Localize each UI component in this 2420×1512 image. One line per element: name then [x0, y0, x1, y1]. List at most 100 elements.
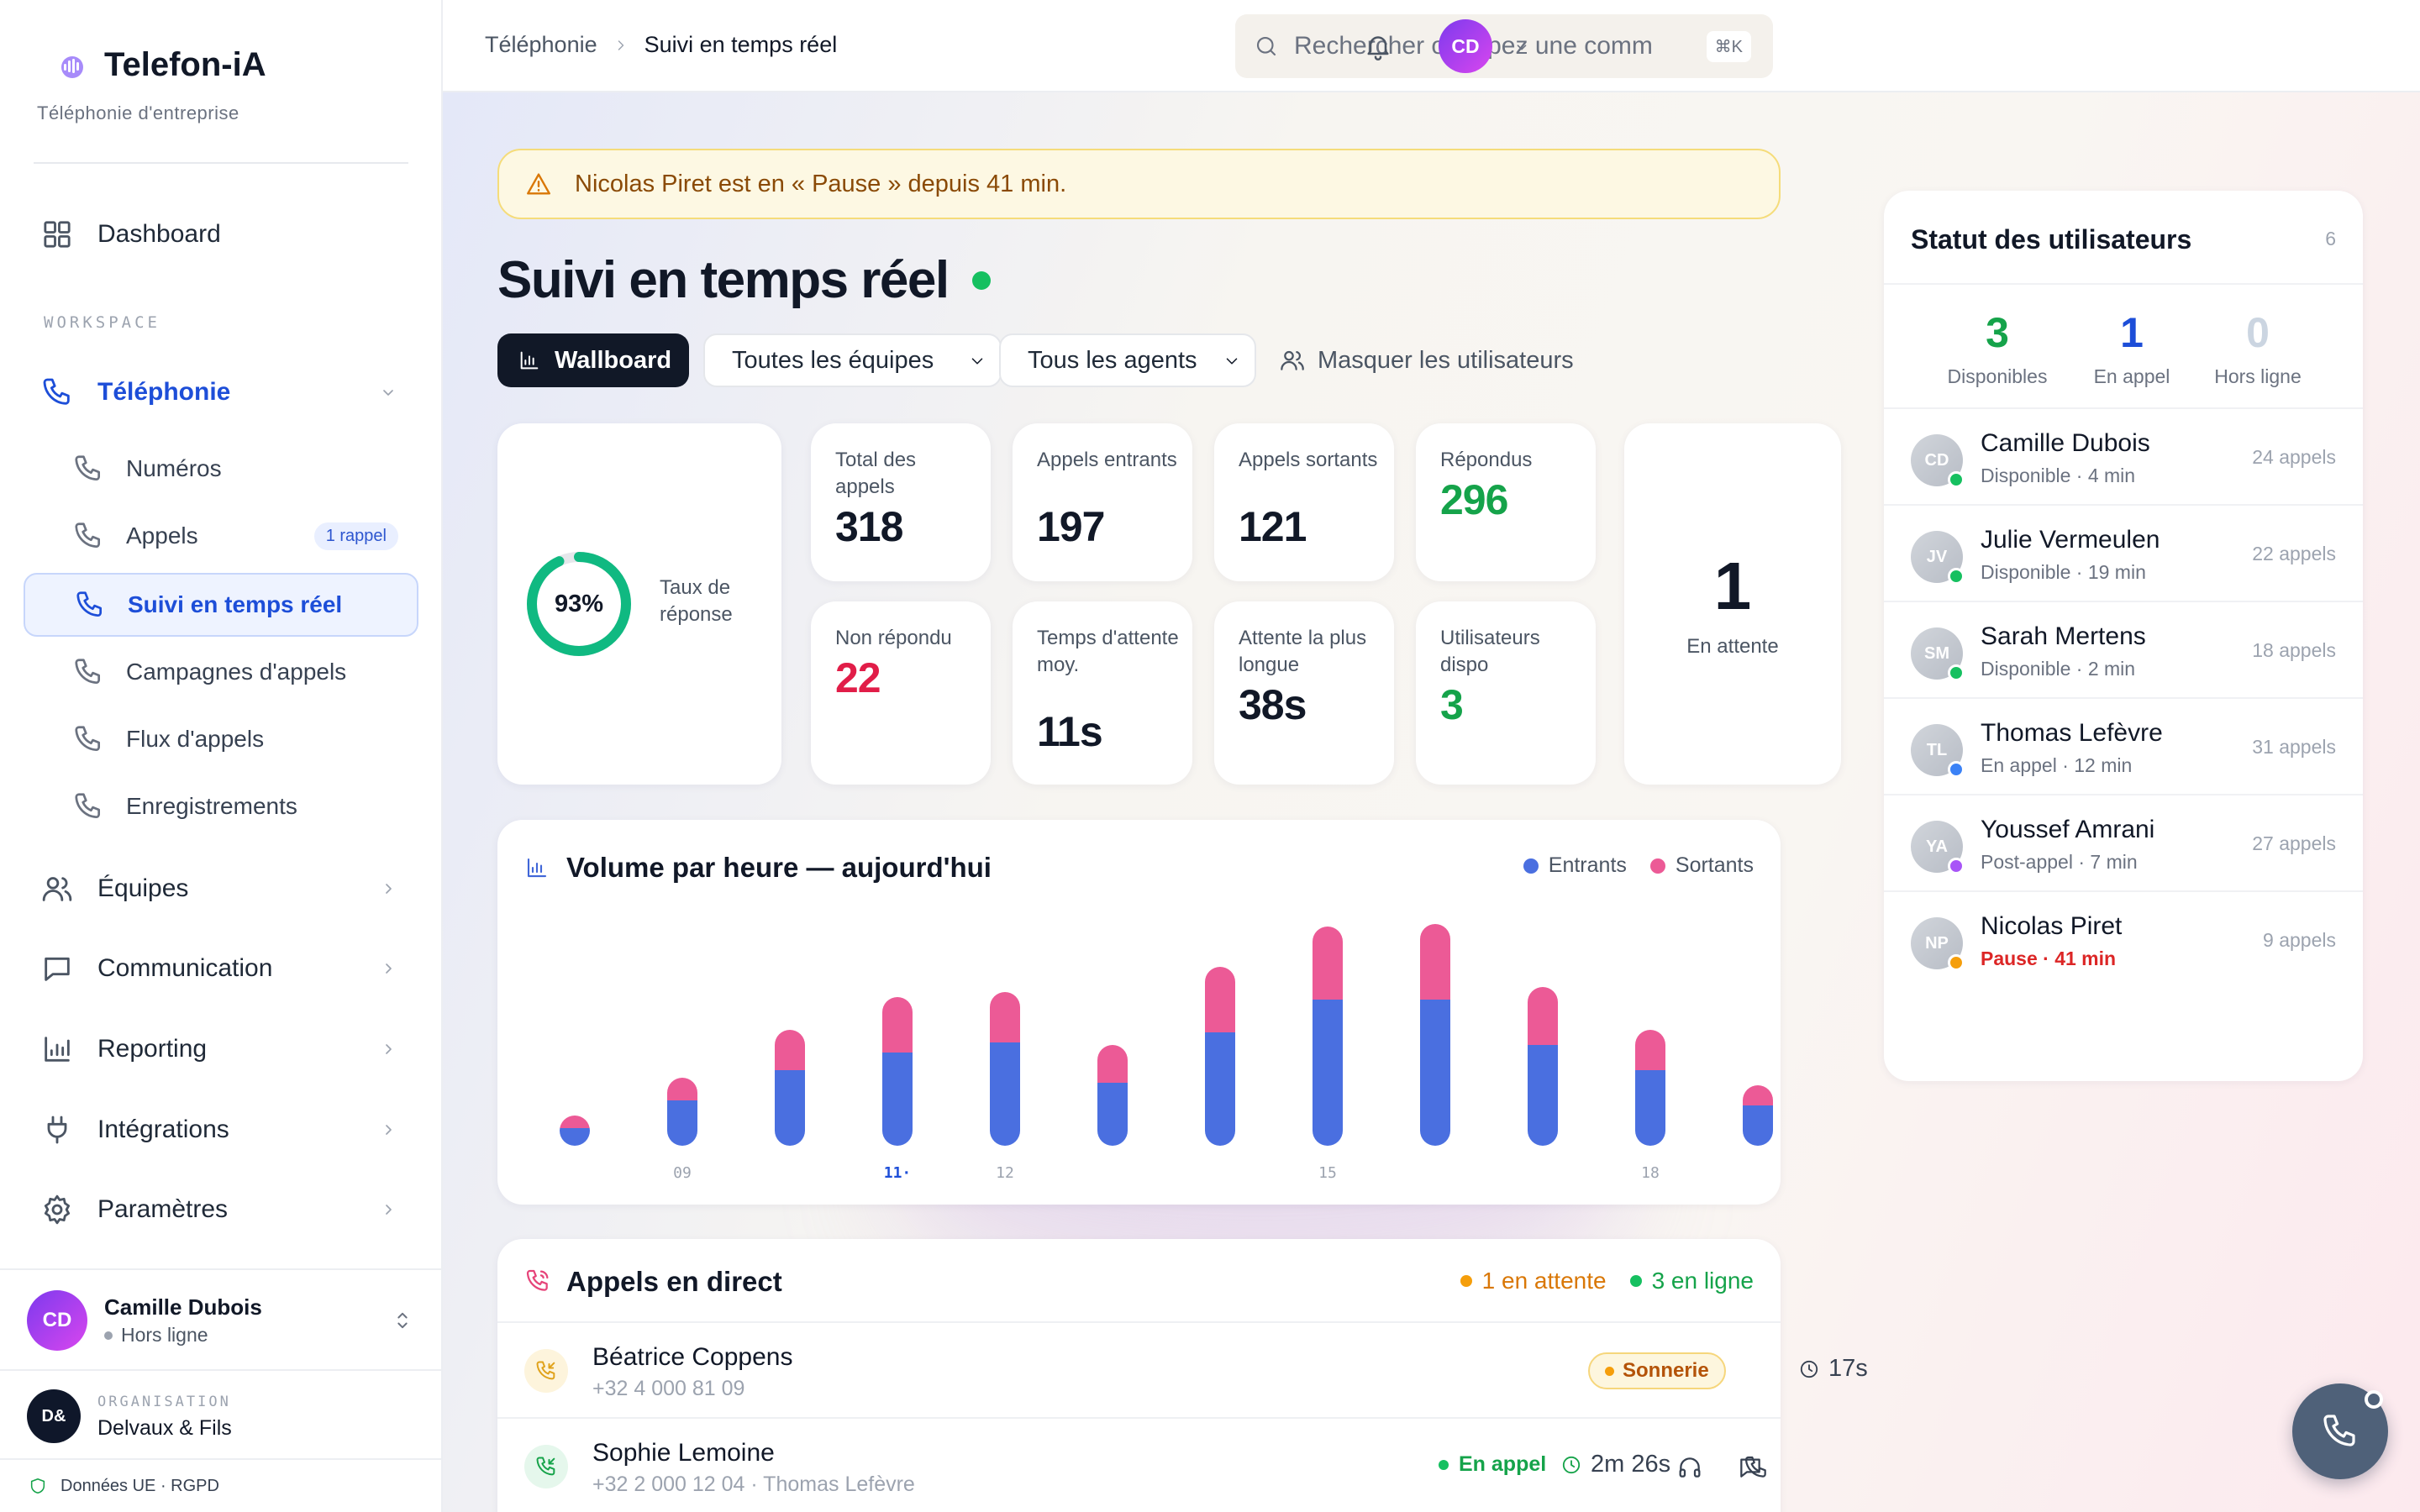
- kpi-label: Non répondu: [835, 627, 952, 649]
- status-stat-value: 3: [1986, 309, 2009, 356]
- nav-telephonie[interactable]: Téléphonie: [25, 361, 418, 423]
- pause-alert: Nicolas Piret est en « Pause » depuis 41…: [497, 149, 1781, 219]
- mask-users-toggle[interactable]: Masquer les utilisateurs: [1279, 333, 1574, 387]
- brand-subtitle: Téléphonie d'entreprise: [37, 102, 239, 123]
- nav-sub-item[interactable]: Numéros: [24, 437, 418, 501]
- bell-icon[interactable]: [1363, 31, 1393, 61]
- teams-select[interactable]: Toutes les équipes: [703, 333, 1002, 387]
- chart-title-text: Volume par heure — aujourd'hui: [566, 852, 992, 883]
- organization[interactable]: D& ORGANISATION Delvaux & Fils: [0, 1369, 443, 1458]
- nav-sub-item[interactable]: Suivi en temps réel: [24, 573, 418, 637]
- agents-select-value: Tous les agents: [1028, 346, 1197, 374]
- hourly-volume-card: Volume par heure — aujourd'hui Entrants …: [497, 820, 1781, 1205]
- live-calls-header: Appels en direct 1 en attente 3 en ligne: [497, 1239, 1781, 1323]
- nav-item[interactable]: Reporting: [25, 1018, 418, 1080]
- brand-logo-icon: [61, 55, 83, 78]
- page-title-text: Suivi en temps réel: [497, 251, 950, 309]
- wallboard-label: Wallboard: [555, 346, 672, 374]
- caller-name: Béatrice Coppens: [592, 1343, 793, 1371]
- status-badge-label: En appel: [1459, 1452, 1547, 1476]
- live-calls-title: Appels en direct: [566, 1266, 782, 1297]
- kpi-value: 3: [1440, 681, 1464, 728]
- status-stat: 1 En appel: [2048, 308, 2216, 388]
- nav-item[interactable]: Intégrations: [25, 1099, 418, 1161]
- live-call-row[interactable]: Sophie Lemoine +32 2 000 12 04 · Thomas …: [497, 1419, 1781, 1512]
- bar-19[interactable]: [1743, 1085, 1773, 1146]
- user-name: Camille Dubois: [1981, 429, 2150, 457]
- nav-sub-item[interactable]: Flux d'appels: [24, 707, 418, 771]
- nav-sub-item[interactable]: Campagnes d'appels: [24, 640, 418, 704]
- answer-rate-ring: 93%: [527, 552, 631, 656]
- bar-15[interactable]: [1313, 927, 1343, 1146]
- call-phone-icon[interactable]: [1743, 1454, 1770, 1481]
- profile-avatar[interactable]: CD: [1439, 19, 1492, 73]
- nav-item[interactable]: Communication: [25, 937, 418, 1000]
- bar-18[interactable]: [1635, 1030, 1665, 1146]
- bar-08[interactable]: [560, 1116, 590, 1146]
- bar-12[interactable]: [990, 992, 1020, 1146]
- user-call-count: 31 appels: [2252, 736, 2336, 758]
- bar-11[interactable]: [882, 997, 913, 1146]
- bar-incoming-15: [1313, 1000, 1343, 1146]
- user-name: Youssef Amrani: [1981, 816, 2155, 843]
- brand[interactable]: Telefon-iA: [59, 46, 266, 84]
- presence-dot: [1948, 761, 1965, 778]
- phone-icon: [43, 378, 70, 405]
- bar-outgoing-09: [667, 1078, 697, 1100]
- bar-incoming-17: [1528, 1045, 1558, 1146]
- bar-incoming-13: [1097, 1083, 1128, 1146]
- bar-16[interactable]: [1420, 924, 1450, 1146]
- user-status-row[interactable]: JV Julie Vermeulen Disponible · 19 min 2…: [1884, 504, 2363, 601]
- user-presence: Disponible · 2 min: [1981, 658, 2136, 680]
- live-calls-card: Appels en direct 1 en attente 3 en ligne…: [497, 1239, 1868, 1512]
- sidebar: Telefon-iA Téléphonie d'entreprise Dashb…: [0, 0, 443, 1512]
- live-call-row[interactable]: Béatrice Coppens +32 4 000 81 09 Sonneri…: [497, 1323, 1868, 1419]
- user-status-row[interactable]: CD Camille Dubois Disponible · 4 min 24 …: [1884, 407, 2363, 504]
- status-stat-label: En appel: [2093, 365, 2170, 387]
- chevrons-updown-icon[interactable]: [391, 1309, 414, 1332]
- kpi-card-total: Total des appels 318: [811, 423, 991, 581]
- nav-dashboard[interactable]: Dashboard: [25, 203, 418, 265]
- user-status-row[interactable]: SM Sarah Mertens Disponible · 2 min 18 a…: [1884, 601, 2363, 697]
- bar-outgoing-15: [1313, 927, 1343, 1000]
- bar-17[interactable]: [1528, 987, 1558, 1146]
- org-label: ORGANISATION: [97, 1394, 231, 1410]
- chevron-down-icon[interactable]: [1512, 38, 1531, 56]
- phone-incoming-icon: [536, 1457, 555, 1476]
- floating-call-button[interactable]: [2292, 1383, 2388, 1479]
- user-avatar: YA: [1911, 821, 1965, 874]
- wallboard-button[interactable]: Wallboard: [497, 333, 689, 387]
- nav-item[interactable]: Paramètres: [25, 1179, 418, 1241]
- bar-10[interactable]: [775, 1030, 805, 1146]
- legend-outgoing: Sortants: [1675, 853, 1754, 877]
- nav-item[interactable]: Équipes: [25, 858, 418, 920]
- nav-sub-item-label: Appels: [126, 522, 198, 549]
- user-status-label: Hors ligne: [121, 1324, 208, 1346]
- headphones-icon[interactable]: [1676, 1454, 1703, 1481]
- user-status-row[interactable]: YA Youssef Amrani Post-appel · 7 min 27 …: [1884, 794, 2363, 890]
- search-input[interactable]: [1294, 32, 1697, 60]
- breadcrumb-parent[interactable]: Téléphonie: [485, 32, 597, 57]
- command-search[interactable]: ⌘K: [1235, 14, 1773, 78]
- bar-chart-icon: [527, 858, 547, 878]
- notification-dot: [2365, 1390, 2383, 1409]
- user-initials: NP: [1925, 933, 1949, 953]
- nav-item-label: Communication: [97, 954, 273, 982]
- nav-sub-item[interactable]: Appels 1 rappel: [24, 504, 418, 568]
- kpi-card-available: Utilisateurs dispo 3: [1416, 601, 1596, 785]
- agents-select[interactable]: Tous les agents: [999, 333, 1256, 387]
- bar-14[interactable]: [1205, 967, 1235, 1146]
- current-user[interactable]: CD Camille Dubois Hors ligne: [0, 1268, 443, 1369]
- phone-icon: [75, 793, 101, 819]
- bar-09[interactable]: [667, 1078, 697, 1146]
- user-initials: SM: [1924, 643, 1949, 663]
- user-status-row[interactable]: NP Nicolas Piret Pause · 41 min 9 appels: [1884, 890, 2363, 987]
- nav-sub-item[interactable]: Enregistrements: [24, 774, 418, 838]
- compliance-label: Données UE · RGPD: [60, 1476, 219, 1495]
- user-status-row[interactable]: TL Thomas Lefèvre En appel · 12 min 31 a…: [1884, 697, 2363, 794]
- caller-number: +32 2 000 12 04 · Thomas Lefèvre: [592, 1473, 915, 1496]
- kpi-value: 22: [835, 654, 881, 701]
- kpi-label: Appels entrants: [1037, 449, 1177, 471]
- ringing-dot: [1605, 1366, 1614, 1376]
- bar-13[interactable]: [1097, 1045, 1128, 1146]
